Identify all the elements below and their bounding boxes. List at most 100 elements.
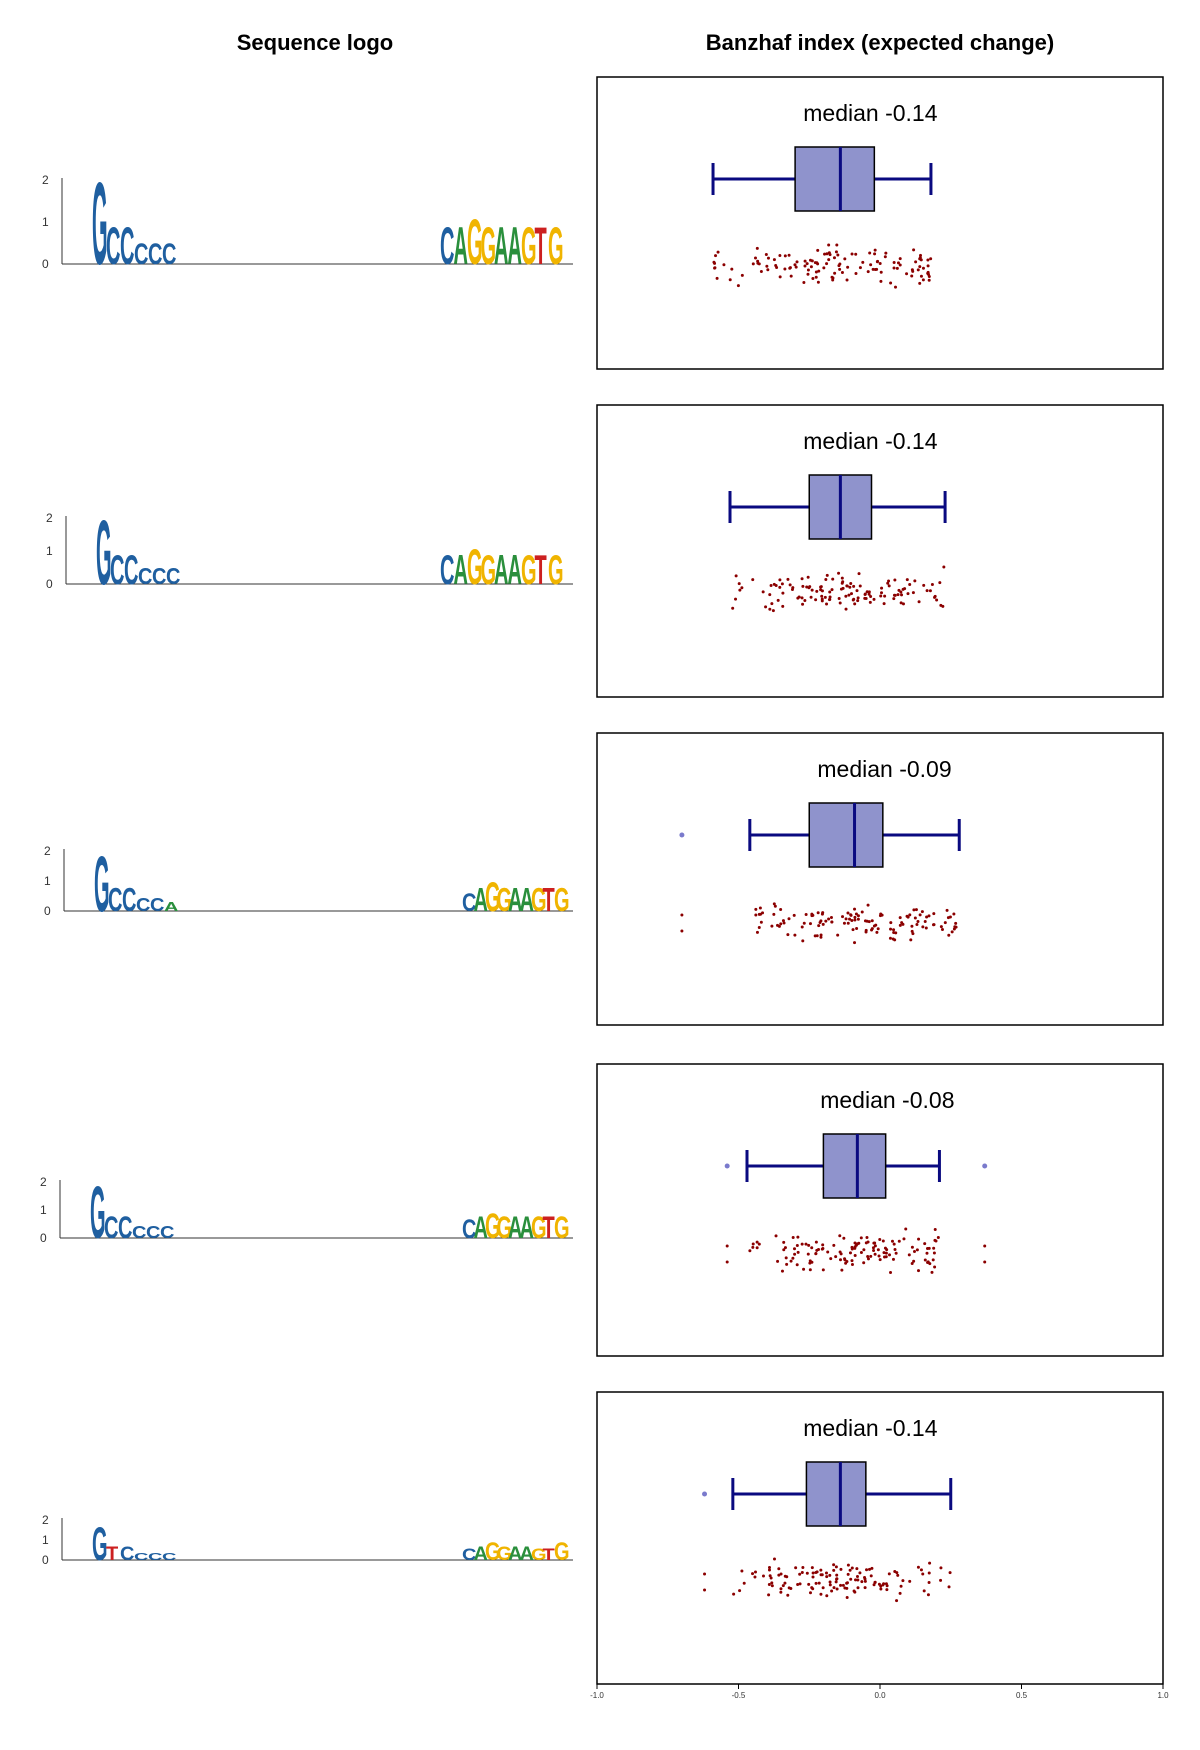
data-point: [777, 1573, 781, 1577]
data-point: [767, 1593, 771, 1597]
data-point: [925, 915, 929, 919]
data-point: [703, 1572, 707, 1576]
data-point: [871, 267, 875, 271]
data-point: [941, 604, 945, 608]
data-point: [870, 919, 874, 923]
data-point: [827, 598, 831, 602]
data-point: [787, 917, 791, 921]
data-point: [811, 276, 815, 280]
data-point: [876, 1248, 880, 1252]
logo-letter: C: [148, 238, 162, 271]
data-point: [757, 912, 761, 916]
data-point: [866, 270, 870, 274]
data-point: [824, 919, 828, 923]
data-point: [947, 1585, 951, 1589]
data-point: [828, 1580, 832, 1584]
data-point: [715, 276, 719, 280]
logo-letter: A: [494, 547, 508, 593]
logo-letter: A: [520, 1543, 534, 1565]
data-point: [863, 1579, 867, 1583]
data-point: [846, 921, 850, 925]
data-point: [883, 594, 887, 598]
data-point: [845, 1581, 849, 1585]
data-point: [825, 602, 829, 606]
data-point: [850, 1262, 854, 1266]
data-point: [825, 573, 829, 577]
data-point: [911, 591, 915, 595]
data-point: [748, 1249, 752, 1253]
data-point: [861, 260, 865, 264]
logo-letter: G: [481, 547, 497, 593]
iqr-box: [808, 802, 884, 868]
logo-letter: C: [134, 238, 148, 271]
data-point: [761, 590, 765, 594]
data-point: [918, 256, 922, 260]
data-point: [923, 919, 927, 923]
data-point: [915, 923, 919, 927]
panel-frame: [596, 1063, 1164, 1357]
data-point: [800, 925, 804, 929]
data-point: [858, 1571, 862, 1575]
data-point: [873, 248, 877, 252]
data-point: [787, 253, 791, 257]
data-point: [838, 262, 842, 266]
data-point: [828, 1573, 832, 1577]
x-tick-label: -0.5: [732, 1691, 746, 1700]
data-point: [789, 1587, 793, 1591]
data-point: [859, 1251, 863, 1255]
logo-letter: A: [164, 900, 178, 914]
data-point: [895, 1599, 899, 1603]
data-point: [755, 1246, 759, 1250]
data-point: [780, 582, 784, 586]
data-point: [740, 1569, 744, 1573]
data-point: [921, 925, 925, 929]
data-point: [778, 585, 782, 589]
data-point: [839, 1258, 843, 1262]
data-point: [827, 917, 831, 921]
data-point: [923, 1258, 927, 1262]
data-point: [912, 908, 916, 912]
data-point: [939, 1578, 943, 1582]
data-point: [878, 914, 882, 918]
data-point: [781, 1584, 785, 1588]
data-point: [915, 1248, 919, 1252]
data-point: [908, 913, 912, 917]
data-point: [800, 1571, 804, 1575]
data-point: [829, 915, 833, 919]
data-point: [932, 912, 936, 916]
data-point: [826, 1250, 830, 1254]
data-point: [814, 1571, 818, 1575]
data-point: [889, 1270, 893, 1274]
data-point: [778, 253, 782, 257]
data-point: [869, 1254, 873, 1258]
data-point: [815, 589, 819, 593]
data-point: [802, 1267, 806, 1271]
data-point: [770, 924, 774, 928]
logo-letter: C: [160, 1222, 175, 1242]
logo-letter: G: [485, 873, 501, 920]
data-point: [913, 579, 917, 583]
data-point: [786, 1593, 790, 1597]
data-point: [765, 264, 769, 268]
data-point: [793, 1252, 797, 1256]
data-point: [863, 1575, 867, 1579]
data-point: [881, 1583, 885, 1587]
data-point: [902, 1237, 906, 1241]
data-point: [835, 1573, 839, 1577]
data-point: [932, 1251, 936, 1255]
logo-letter: T: [106, 1543, 118, 1565]
data-point: [882, 1251, 886, 1255]
data-point: [796, 1235, 800, 1239]
data-point: [795, 260, 799, 264]
data-point: [772, 1557, 776, 1561]
data-point: [908, 583, 912, 587]
data-point: [892, 597, 896, 601]
logo-letter: C: [162, 1552, 176, 1563]
data-point: [930, 582, 934, 586]
data-point: [867, 592, 871, 596]
data-point: [804, 912, 808, 916]
data-point: [899, 601, 903, 605]
median-label: median -0.08: [820, 1087, 954, 1113]
data-point: [948, 1571, 952, 1575]
